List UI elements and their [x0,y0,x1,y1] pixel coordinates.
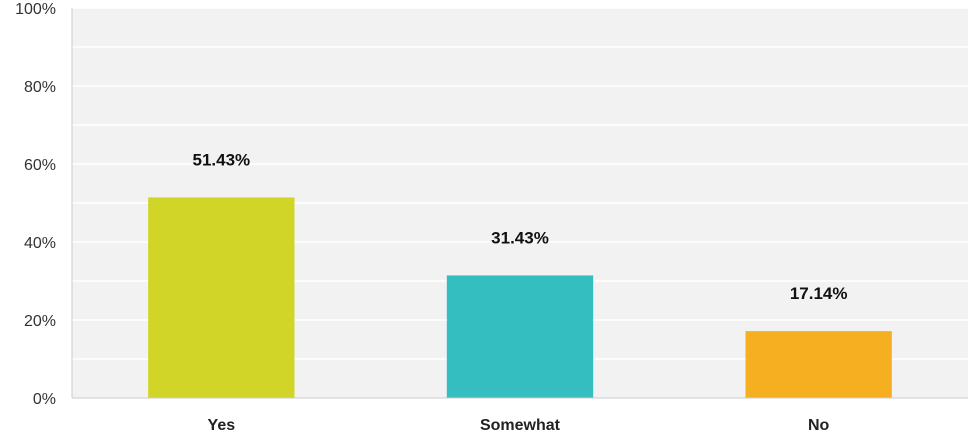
x-tick-labels: Yes Somewhat No [208,417,830,434]
data-label: 17.14% [790,284,848,303]
data-label: 51.43% [192,150,250,169]
y-tick-label: 0% [33,391,56,408]
x-tick-label: Somewhat [480,417,561,434]
bar-somewhat [446,275,594,398]
y-tick-label: 100% [15,1,56,18]
y-tick-label: 60% [24,157,56,174]
y-tick-labels: 0% 20% 40% 60% 80% 100% [15,1,56,408]
y-tick-label: 40% [24,235,56,252]
x-tick-label: No [808,417,830,434]
data-labels: 51.43% 31.43% 17.14% [192,150,847,303]
y-tick-label: 20% [24,313,56,330]
data-label: 31.43% [491,228,549,247]
bar-no [745,331,892,398]
bar-yes [148,197,295,398]
y-tick-label: 80% [24,79,56,96]
x-tick-label: Yes [208,417,236,434]
bars [148,197,892,398]
